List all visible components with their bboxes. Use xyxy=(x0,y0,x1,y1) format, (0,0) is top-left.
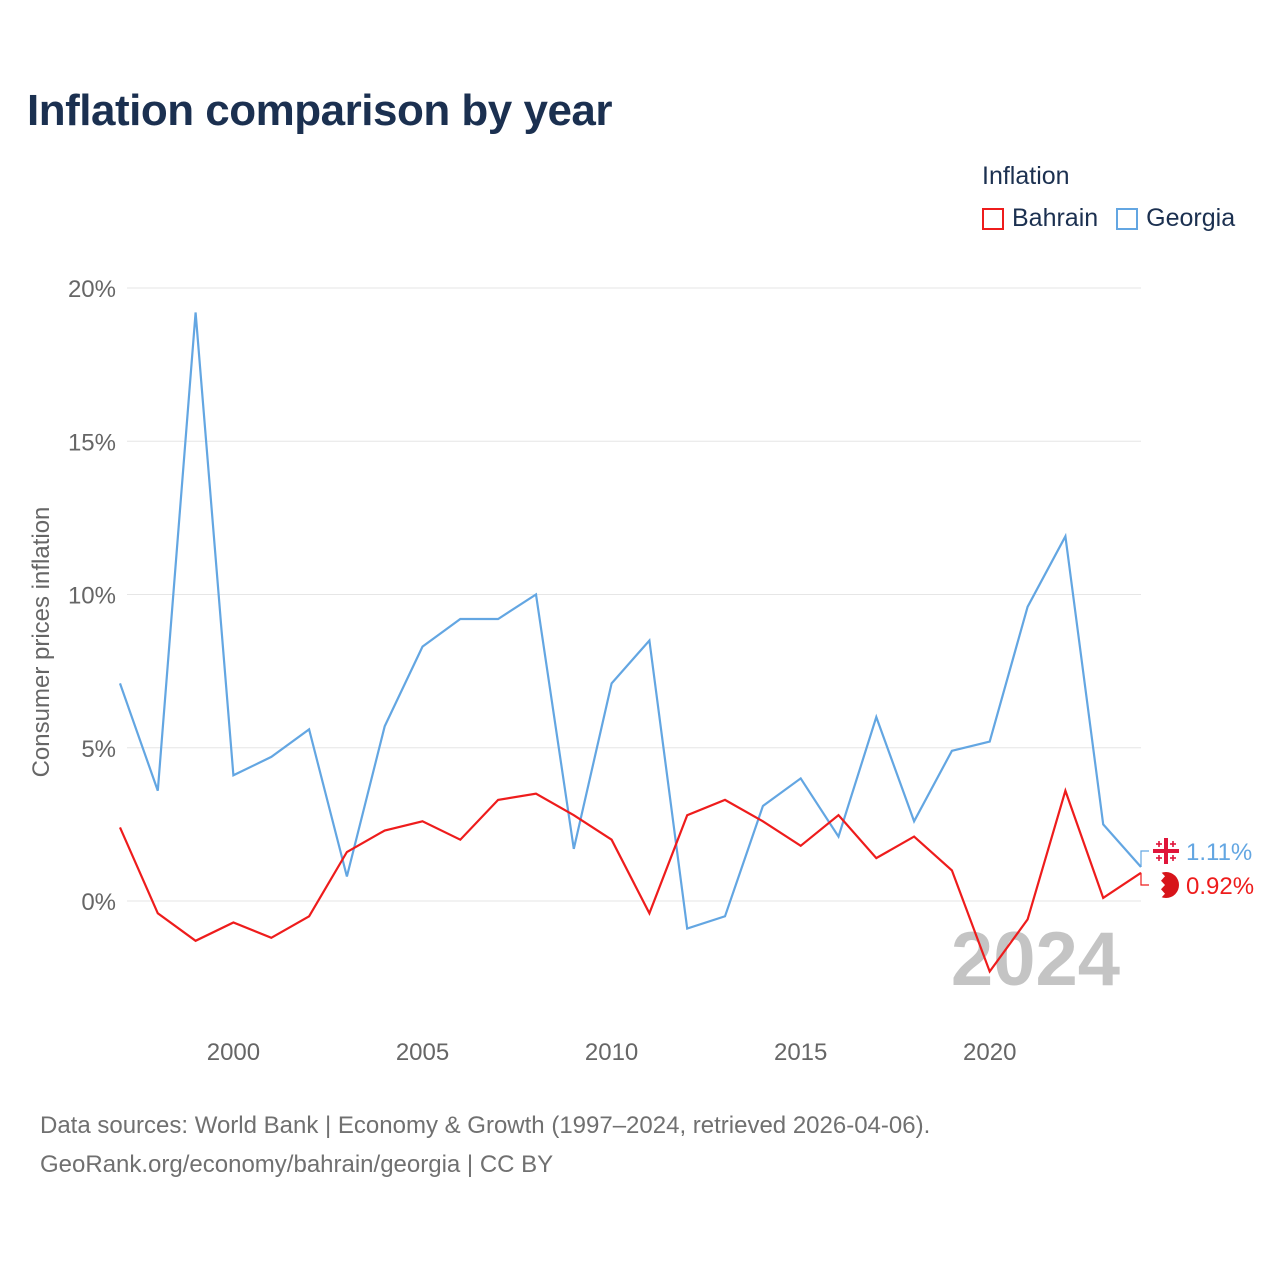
series-line-georgia xyxy=(118,312,1142,931)
legend-swatch-bahrain xyxy=(982,207,1004,230)
footer: Data sources: World Bank | Economy & Gro… xyxy=(40,1106,930,1184)
legend-label-georgia: Georgia xyxy=(1146,204,1236,232)
chart-title: Inflation comparison by year xyxy=(27,86,613,135)
georgia-flag-small-cross xyxy=(1172,841,1174,847)
series-line-bahrain xyxy=(118,787,1142,974)
y-tick-label: 5% xyxy=(81,736,116,763)
georgia-flag-cross-v xyxy=(1164,838,1168,864)
end-connector-bahrain xyxy=(1140,872,1149,886)
footer-source: Data sources: World Bank | Economy & Gro… xyxy=(40,1112,931,1139)
y-tick-label: 0% xyxy=(81,889,116,916)
end-connector-georgia xyxy=(1140,850,1149,867)
legend-label-bahrain: Bahrain xyxy=(1012,204,1099,232)
x-tick-label: 2005 xyxy=(396,1039,449,1066)
legend-item-georgia[interactable]: Georgia xyxy=(1116,204,1235,233)
y-tick-label: 10% xyxy=(68,583,116,610)
x-tick-label: 2010 xyxy=(585,1039,638,1066)
legend: Bahrain Georgia xyxy=(982,204,1253,233)
year-watermark: 2024 xyxy=(951,917,1120,1002)
footer-link[interactable]: GeoRank.org/economy/bahrain/georgia | CC… xyxy=(40,1151,554,1178)
legend-title: Inflation xyxy=(982,162,1070,190)
legend-swatch-georgia xyxy=(1116,207,1139,230)
bahrain-flag-serration xyxy=(1153,872,1165,898)
x-tick-label: 2020 xyxy=(963,1039,1016,1066)
end-label-georgia: 1.11% xyxy=(1186,839,1252,866)
x-tick-label: 2000 xyxy=(207,1039,260,1066)
x-tick-label: 2015 xyxy=(774,1039,827,1066)
y-tick-label: 20% xyxy=(68,276,116,303)
end-label-bahrain: 0.92% xyxy=(1186,873,1254,900)
y-tick-label: 15% xyxy=(68,429,116,456)
georgia-flag-small-cross xyxy=(1172,855,1174,861)
georgia-flag-small-cross xyxy=(1158,855,1160,861)
legend-item-bahrain[interactable]: Bahrain xyxy=(982,204,1098,233)
georgia-flag-small-cross xyxy=(1158,841,1160,847)
